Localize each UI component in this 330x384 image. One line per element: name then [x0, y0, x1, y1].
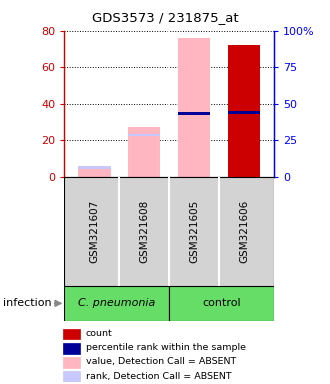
Text: control: control [202, 298, 241, 308]
Text: value, Detection Call = ABSENT: value, Detection Call = ABSENT [86, 358, 236, 366]
Text: rank, Detection Call = ABSENT: rank, Detection Call = ABSENT [86, 372, 231, 381]
Bar [63, 343, 80, 354]
Bar [169, 286, 274, 321]
Bar [178, 113, 210, 115]
Bar [128, 134, 160, 136]
Text: GSM321606: GSM321606 [239, 200, 249, 263]
Bar [228, 45, 260, 177]
Bar [63, 329, 80, 339]
Text: infection: infection [3, 298, 52, 308]
Bar [178, 111, 210, 115]
Text: GSM321608: GSM321608 [139, 200, 149, 263]
Bar [63, 357, 80, 368]
Bar [63, 371, 80, 382]
Text: GSM321605: GSM321605 [189, 200, 199, 263]
Text: GDS3573 / 231875_at: GDS3573 / 231875_at [92, 11, 238, 24]
Bar [78, 166, 111, 169]
Bar [178, 38, 210, 177]
Text: percentile rank within the sample: percentile rank within the sample [86, 343, 246, 352]
Text: C. pneumonia: C. pneumonia [78, 298, 155, 308]
Bar [64, 286, 169, 321]
Text: count: count [86, 329, 113, 338]
Bar [78, 167, 111, 177]
Bar [228, 111, 260, 114]
Bar [128, 127, 160, 177]
Text: GSM321607: GSM321607 [89, 200, 99, 263]
